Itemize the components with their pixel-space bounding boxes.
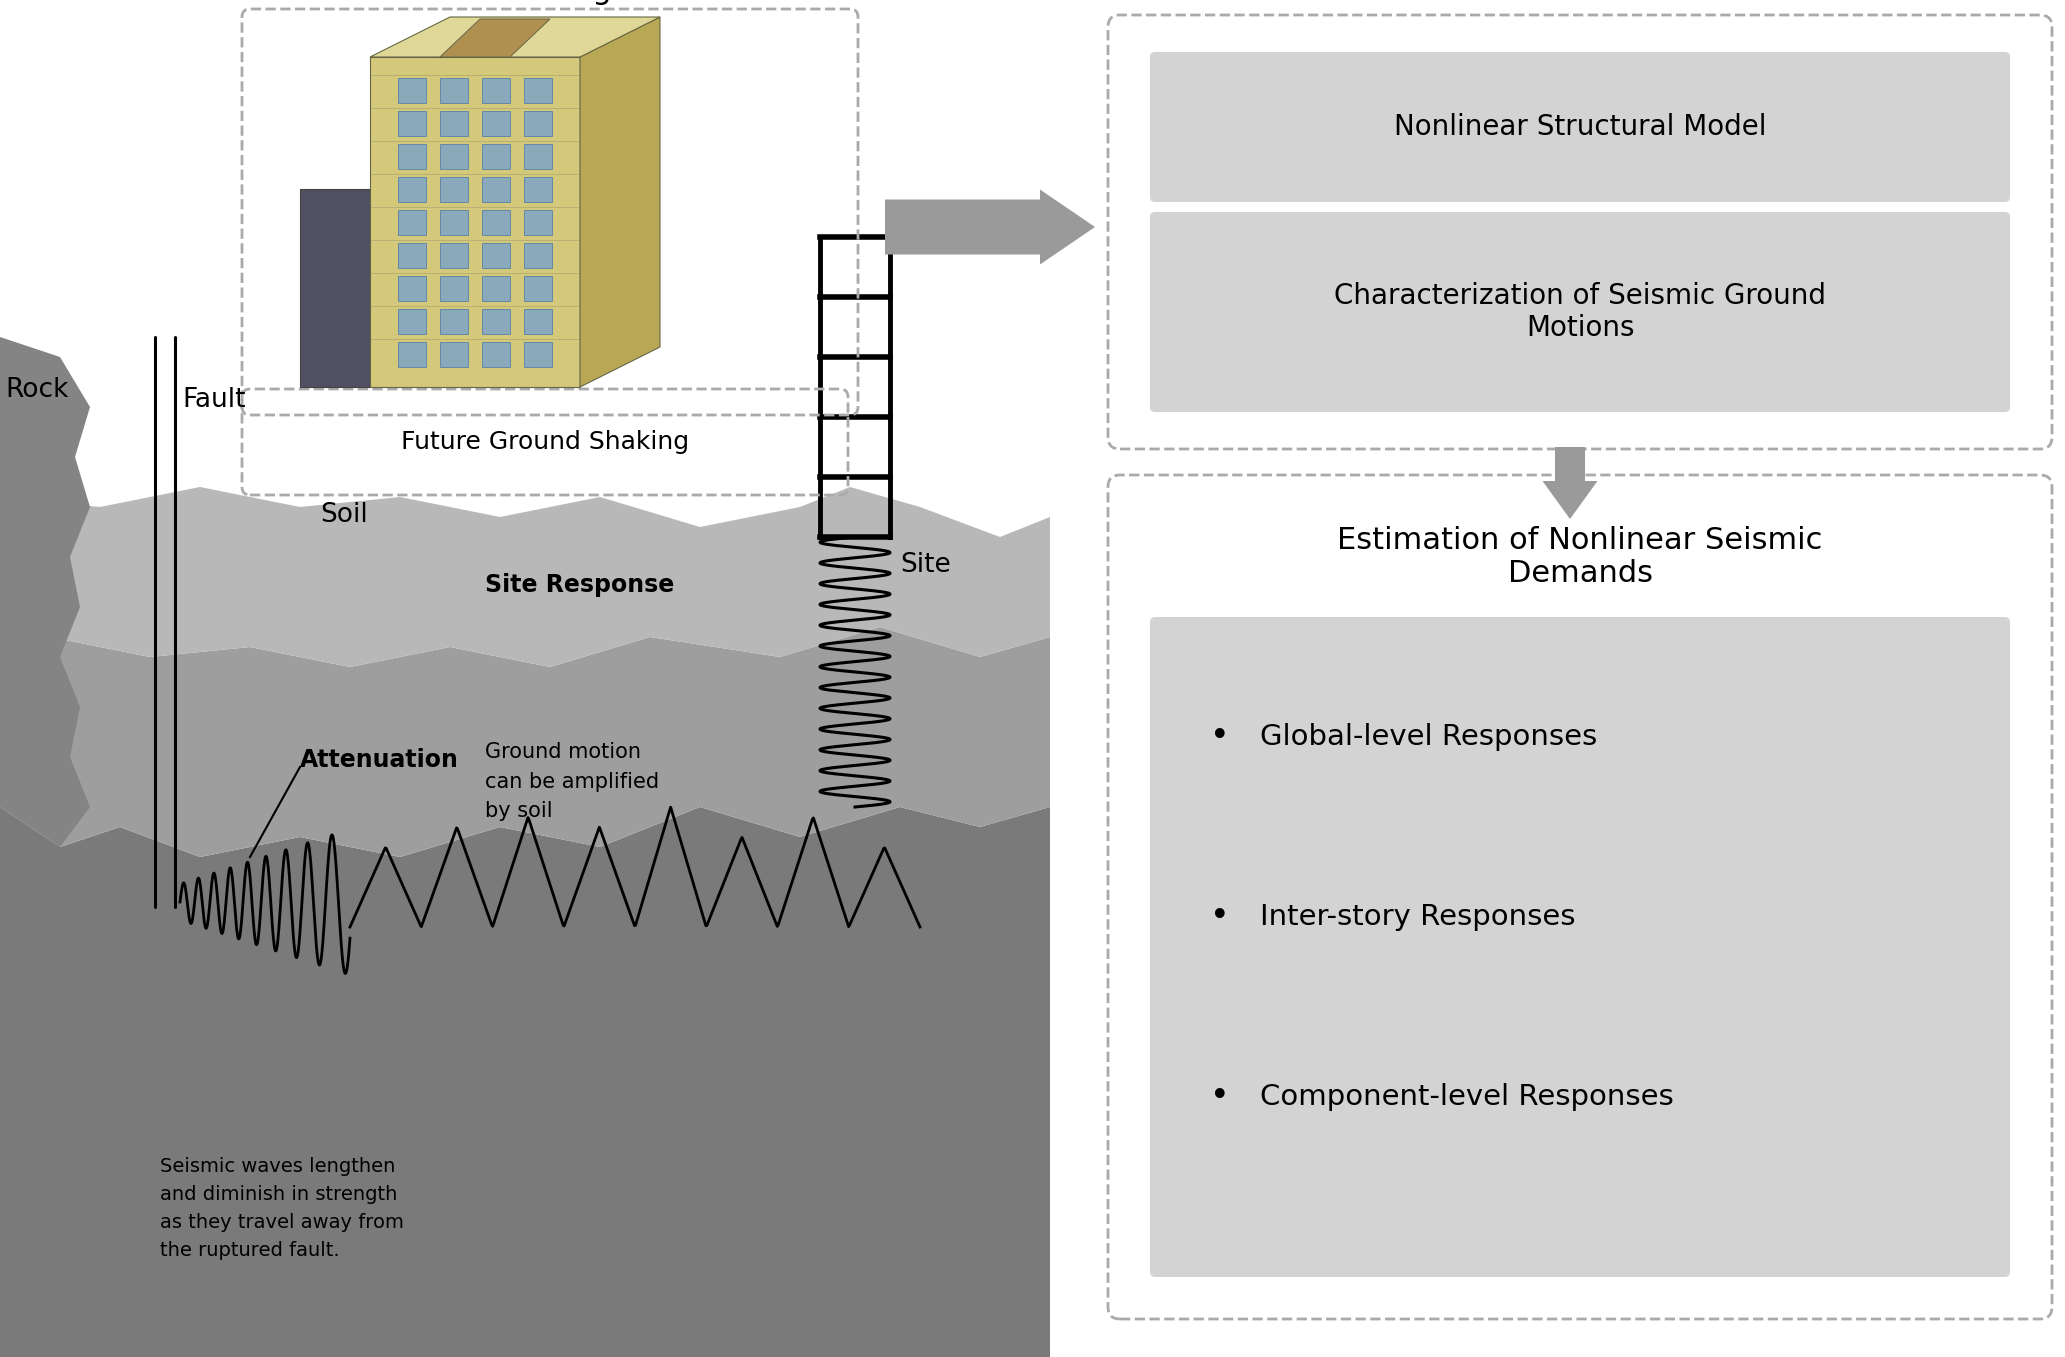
FancyBboxPatch shape — [1109, 15, 2053, 449]
Text: •: • — [1210, 721, 1229, 753]
Bar — [525, 308, 551, 334]
Bar — [399, 342, 425, 366]
Text: Attenuation: Attenuation — [299, 748, 458, 772]
Bar — [481, 275, 510, 300]
FancyBboxPatch shape — [1150, 212, 2009, 413]
Polygon shape — [370, 18, 661, 57]
FancyBboxPatch shape — [1150, 617, 2009, 1277]
Bar — [481, 144, 510, 168]
Text: Seismic waves lengthen
and diminish in strength
as they travel away from
the rup: Seismic waves lengthen and diminish in s… — [159, 1158, 405, 1261]
Bar — [440, 144, 469, 168]
Polygon shape — [440, 19, 549, 57]
Bar — [481, 176, 510, 201]
Bar — [440, 275, 469, 300]
Bar — [440, 308, 469, 334]
Polygon shape — [580, 18, 661, 387]
Bar — [440, 209, 469, 235]
Bar — [525, 144, 551, 168]
Text: Future Ground Shaking: Future Ground Shaking — [401, 430, 690, 455]
Bar — [399, 176, 425, 201]
Bar — [481, 308, 510, 334]
Polygon shape — [0, 337, 91, 847]
Text: Building: Building — [487, 0, 611, 5]
Bar — [525, 342, 551, 366]
Bar — [399, 144, 425, 168]
Text: Soil: Soil — [320, 502, 368, 528]
Text: Estimation of Nonlinear Seismic
Demands: Estimation of Nonlinear Seismic Demands — [1338, 525, 1823, 589]
Polygon shape — [0, 487, 1049, 668]
FancyBboxPatch shape — [1109, 475, 2053, 1319]
Bar — [525, 275, 551, 300]
Bar — [399, 77, 425, 103]
Text: Nonlinear Structural Model: Nonlinear Structural Model — [1394, 113, 1766, 141]
Bar — [481, 77, 510, 103]
Bar — [481, 209, 510, 235]
Bar — [440, 176, 469, 201]
Bar — [525, 176, 551, 201]
Bar — [440, 243, 469, 267]
Text: Ground motion
can be amplified
by soil: Ground motion can be amplified by soil — [485, 742, 659, 821]
Bar — [525, 243, 551, 267]
Text: •: • — [1210, 901, 1229, 934]
Bar — [481, 243, 510, 267]
Text: Site: Site — [900, 552, 950, 578]
Text: •: • — [1210, 1080, 1229, 1114]
Bar — [525, 209, 551, 235]
Text: Component-level Responses: Component-level Responses — [1260, 1083, 1675, 1111]
Bar — [525, 110, 551, 136]
Bar — [525, 77, 551, 103]
Bar — [399, 243, 425, 267]
Bar — [481, 342, 510, 366]
FancyBboxPatch shape — [1150, 52, 2009, 202]
Bar — [399, 308, 425, 334]
Text: Characterization of Seismic Ground
Motions: Characterization of Seismic Ground Motio… — [1334, 282, 1825, 342]
Text: Inter-story Responses: Inter-story Responses — [1260, 902, 1576, 931]
Polygon shape — [299, 189, 370, 387]
Text: Fault: Fault — [182, 387, 246, 413]
Text: Rock: Rock — [4, 377, 68, 403]
Bar — [440, 110, 469, 136]
FancyArrow shape — [1543, 446, 1598, 518]
Text: Site Response: Site Response — [485, 573, 675, 597]
Polygon shape — [0, 807, 1049, 1357]
Polygon shape — [0, 627, 1049, 858]
Bar — [399, 275, 425, 300]
Bar — [399, 110, 425, 136]
Polygon shape — [370, 57, 580, 387]
Bar — [481, 110, 510, 136]
Bar — [440, 77, 469, 103]
Text: Global-level Responses: Global-level Responses — [1260, 723, 1596, 750]
FancyArrow shape — [886, 190, 1094, 265]
Bar — [440, 342, 469, 366]
Bar — [399, 209, 425, 235]
